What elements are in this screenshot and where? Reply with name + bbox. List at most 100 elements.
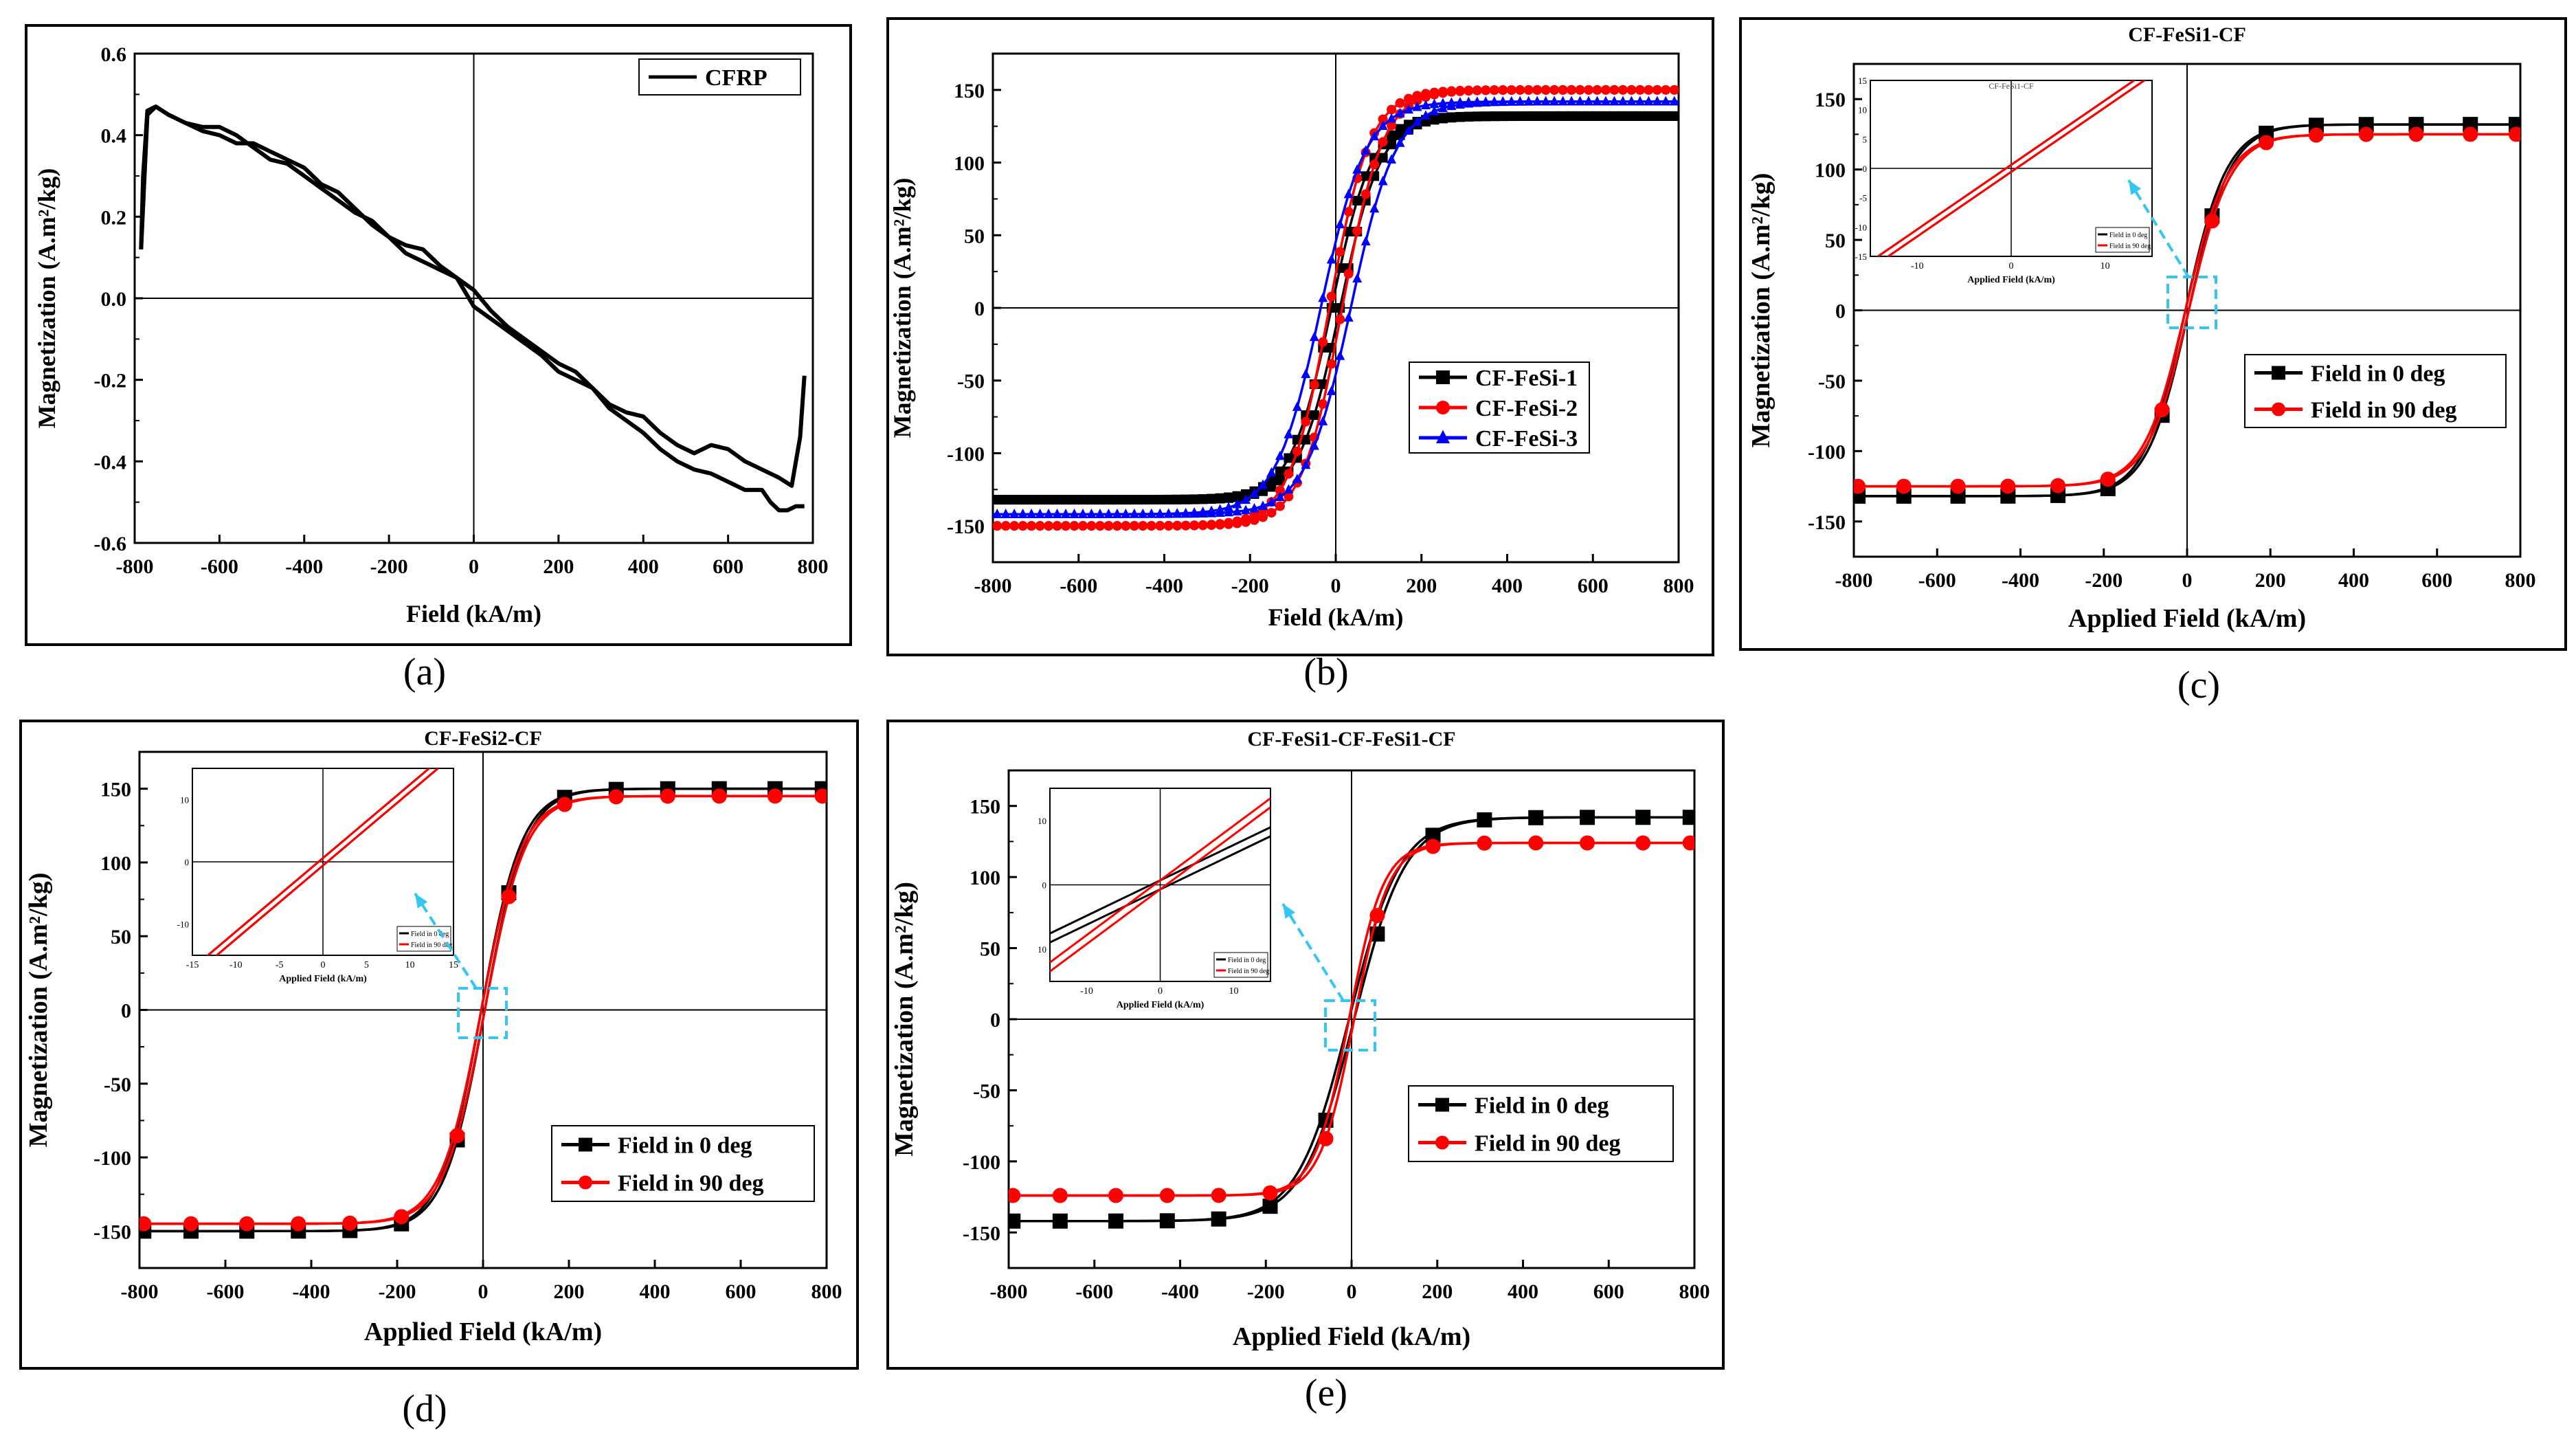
data-point <box>1472 96 1482 106</box>
x-tick-label: 400 <box>1492 575 1523 597</box>
data-point <box>1249 510 1259 520</box>
series-group-e <box>1009 810 1694 1229</box>
x-tick-label: -600 <box>1060 575 1097 597</box>
panel-e <box>886 720 1725 1370</box>
zoom-region-box <box>2166 276 2217 329</box>
data-point <box>1567 111 1577 121</box>
y-tick-label: -150 <box>1808 511 1846 534</box>
inset-series-line <box>1886 80 2147 256</box>
data-point <box>1532 111 1543 121</box>
data-point <box>1163 508 1174 518</box>
data-point <box>1069 495 1079 505</box>
data-point <box>1318 379 1328 390</box>
legend-entry: CFRP <box>705 65 768 91</box>
data-point <box>1112 509 1122 518</box>
data-point <box>1404 125 1414 135</box>
inset-y-tick-label: -10 <box>177 920 189 930</box>
legend-marker <box>1436 370 1450 384</box>
inset-legend-entry: Field in 0 deg <box>1228 957 1266 964</box>
x-tick-label: 400 <box>2338 569 2369 592</box>
inset-series-line <box>1050 806 1270 972</box>
data-point <box>1309 410 1319 421</box>
series-line-field-in-90-deg <box>1854 133 2520 488</box>
legend-marker <box>1436 401 1450 414</box>
legend-box <box>551 1125 815 1202</box>
data-point <box>1558 96 1568 106</box>
data-point <box>1455 85 1465 96</box>
data-point <box>1635 85 1645 95</box>
x-tick-label: 200 <box>554 1280 585 1303</box>
data-point <box>1558 85 1568 95</box>
data-point <box>1644 96 1654 106</box>
data-point <box>1395 124 1405 134</box>
data-point <box>1326 359 1336 369</box>
data-point <box>1600 85 1611 95</box>
data-point <box>1652 111 1662 121</box>
data-point <box>1395 98 1405 108</box>
series-line-cfrp <box>139 104 805 513</box>
data-point <box>1360 189 1371 199</box>
x-tick-label: -400 <box>1145 575 1183 597</box>
data-point <box>1112 495 1122 505</box>
x-tick-label: 600 <box>726 1280 757 1303</box>
legend-a: CFRP <box>638 58 801 96</box>
inset-c: -10 0 10 -15 -10 -5 0 5 10 15 Applied Field (kA/m)… <box>1855 76 2153 285</box>
data-point <box>1172 520 1183 531</box>
x-tick-label: 0 <box>469 555 479 578</box>
data-point <box>1429 106 1440 115</box>
series-line-field-in-90-deg <box>139 794 827 1225</box>
data-point <box>1292 401 1302 411</box>
data-point <box>1669 96 1679 106</box>
legend-marker <box>579 1137 592 1152</box>
data-point <box>1446 112 1457 122</box>
data-point <box>1052 495 1062 505</box>
inset-x-tick-label: 15 <box>449 960 458 970</box>
data-point <box>1626 85 1637 95</box>
data-point <box>1360 171 1371 181</box>
x-tick-label: 200 <box>2255 569 2286 592</box>
data-point <box>1275 491 1285 501</box>
data-point <box>1404 93 1414 104</box>
y-tick-label: -0.4 <box>94 451 127 474</box>
data-point <box>1138 521 1148 531</box>
data-point <box>1446 86 1457 96</box>
data-point <box>1464 85 1474 96</box>
data-point <box>1292 446 1302 456</box>
inset-x-tick-label: -10 <box>1080 986 1093 997</box>
data-point <box>1420 100 1431 109</box>
data-point <box>1352 164 1363 174</box>
x-tick-label: -800 <box>1835 569 1873 592</box>
caption-c: (c) <box>2177 664 2221 707</box>
data-point <box>1558 111 1568 121</box>
data-point <box>1652 85 1662 95</box>
legend-marker <box>1436 430 1450 443</box>
data-point <box>1644 111 1654 121</box>
data-point <box>1617 96 1628 106</box>
data-point <box>1661 96 1671 106</box>
data-point <box>1335 314 1345 324</box>
inset-series-group <box>1050 797 1270 972</box>
data-point <box>1567 85 1577 95</box>
data-point <box>1198 507 1208 516</box>
data-point <box>1215 519 1225 529</box>
data-point <box>1523 96 1534 106</box>
data-point <box>1472 85 1482 96</box>
data-point <box>1592 111 1602 121</box>
inset-x-tick-label: -10 <box>229 960 243 970</box>
data-point <box>1489 96 1499 106</box>
data-point <box>1412 116 1422 126</box>
data-point <box>1481 85 1491 96</box>
data-point <box>1224 492 1234 502</box>
y-tick-label: 0.4 <box>101 125 127 148</box>
data-point <box>1198 520 1208 530</box>
data-point <box>1086 521 1097 531</box>
data-point <box>1506 96 1516 106</box>
x-tick-label: 0 <box>478 1280 489 1303</box>
y-tick-label: -50 <box>957 370 985 393</box>
y-tick-label: 50 <box>111 926 131 948</box>
x-tick-label: -600 <box>207 1280 245 1303</box>
data-point <box>1018 495 1028 505</box>
data-point <box>1343 226 1354 236</box>
x-axis-label: Field (kA/m) <box>406 600 541 627</box>
data-point <box>1000 521 1011 531</box>
